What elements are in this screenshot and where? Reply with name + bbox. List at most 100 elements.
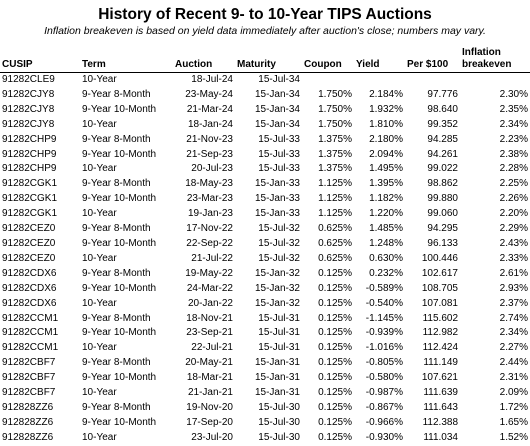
auction-date-cell[interactable]: 20-Jan-22 (187, 297, 233, 309)
price-cell[interactable]: 99.060 (427, 208, 458, 220)
maturity-date-cell[interactable]: 15-Jan-31 (254, 372, 300, 384)
inflation-breakeven-cell[interactable]: 2.61% (499, 267, 528, 279)
coupon-cell[interactable]: 0.125% (318, 416, 352, 428)
cusip-cell[interactable]: 91282CLE9 (2, 74, 55, 85)
cusip-cell[interactable]: 91282CJY8 (2, 88, 55, 100)
maturity-date-cell[interactable]: 15-Jul-32 (258, 237, 300, 249)
coupon-cell[interactable]: 1.375% (318, 133, 352, 145)
maturity-date-cell[interactable]: 15-Jan-31 (254, 387, 300, 399)
auction-date-cell[interactable]: 23-Jul-20 (191, 431, 233, 443)
maturity-date-cell[interactable]: 15-Jul-32 (258, 223, 300, 235)
maturity-date-cell[interactable]: 15-Jan-32 (254, 267, 300, 279)
column-header-auction[interactable]: Auction (173, 41, 235, 73)
yield-cell[interactable]: 2.094% (369, 148, 403, 160)
inflation-breakeven-cell[interactable]: 2.27% (499, 342, 528, 354)
coupon-cell[interactable]: 0.625% (318, 252, 352, 264)
price-cell[interactable]: 111.034 (423, 431, 458, 443)
yield-cell[interactable]: -0.805% (365, 357, 403, 369)
inflation-breakeven-cell[interactable]: 1.65% (499, 416, 528, 428)
term-cell[interactable]: 9-Year 8-Month (82, 357, 151, 369)
auction-date-cell[interactable]: 18-Jul-24 (191, 74, 233, 85)
cusip-cell[interactable]: 91282CBF7 (2, 357, 56, 369)
yield-cell[interactable]: -0.540% (365, 297, 403, 309)
cusip-cell[interactable]: 91282CEZ0 (2, 252, 56, 264)
cusip-cell[interactable]: 91282CDX6 (2, 282, 57, 294)
column-header-term[interactable]: Term (80, 41, 173, 73)
inflation-breakeven-cell[interactable]: 2.35% (499, 103, 528, 115)
term-cell[interactable]: 9-Year 10-Month (82, 416, 157, 428)
inflation-breakeven-cell[interactable]: 2.34% (499, 327, 528, 339)
cusip-cell[interactable]: 91282CCM1 (2, 327, 59, 339)
yield-cell[interactable]: 1.810% (369, 118, 403, 130)
maturity-date-cell[interactable]: 15-Jul-31 (258, 312, 300, 324)
coupon-cell[interactable] (302, 73, 354, 88)
auction-date-cell[interactable]: 21-Jul-22 (191, 252, 233, 264)
column-header-coupon[interactable]: Coupon (302, 41, 354, 73)
term-cell[interactable]: 10-Year (82, 208, 117, 220)
term-cell[interactable]: 10-Year (82, 297, 117, 309)
term-cell[interactable]: 9-Year 10-Month (82, 282, 157, 294)
maturity-date-cell[interactable]: 15-Jul-30 (258, 401, 300, 413)
coupon-cell[interactable]: 1.125% (318, 208, 352, 220)
maturity-date-cell[interactable]: 15-Jul-33 (258, 148, 300, 160)
inflation-breakeven-cell[interactable]: 2.30% (499, 88, 528, 100)
price-cell[interactable]: 94.261 (427, 148, 458, 160)
auction-date-cell[interactable]: 21-Jan-21 (187, 387, 233, 399)
inflation-breakeven-cell[interactable]: 2.44% (499, 357, 528, 369)
coupon-cell[interactable]: 0.625% (318, 237, 352, 249)
coupon-cell[interactable]: 0.125% (318, 357, 352, 369)
maturity-date-cell[interactable]: 15-Jul-31 (258, 342, 300, 354)
price-cell[interactable]: 98.640 (427, 103, 458, 115)
cusip-cell[interactable]: 91282CGK1 (2, 193, 58, 205)
cusip-cell[interactable]: 91282CEZ0 (2, 223, 56, 235)
price-cell[interactable]: 96.133 (427, 237, 458, 249)
auction-date-cell[interactable]: 22-Jul-21 (191, 342, 233, 354)
coupon-cell[interactable]: 0.125% (318, 387, 352, 399)
term-cell[interactable]: 9-Year 8-Month (82, 178, 151, 190)
coupon-cell[interactable]: 1.750% (318, 103, 352, 115)
price-cell[interactable]: 111.149 (423, 357, 458, 369)
auction-date-cell[interactable]: 21-Nov-23 (186, 133, 233, 145)
auction-date-cell[interactable]: 18-Nov-21 (186, 312, 233, 324)
cusip-cell[interactable]: 91282CHP9 (2, 163, 57, 175)
price-cell[interactable]: 94.285 (427, 133, 458, 145)
yield-cell[interactable]: -0.987% (365, 387, 403, 399)
term-cell[interactable]: 9-Year 8-Month (82, 401, 151, 413)
term-cell[interactable]: 9-Year 8-Month (82, 223, 151, 235)
cusip-cell[interactable]: 91282CHP9 (2, 148, 57, 160)
inflation-breakeven-cell[interactable]: 2.28% (499, 163, 528, 175)
coupon-cell[interactable]: 0.125% (318, 282, 352, 294)
maturity-date-cell[interactable]: 15-Jul-33 (258, 163, 300, 175)
price-cell[interactable]: 115.602 (422, 312, 458, 324)
term-cell[interactable]: 9-Year 8-Month (82, 88, 151, 100)
price-cell[interactable]: 107.621 (421, 372, 458, 384)
cusip-cell[interactable]: 91282CCM1 (2, 312, 59, 324)
term-cell[interactable]: 10-Year (82, 118, 117, 130)
price-cell[interactable]: 112.388 (422, 416, 458, 428)
coupon-cell[interactable]: 0.125% (318, 342, 352, 354)
price-cell[interactable]: 98.862 (427, 178, 458, 190)
coupon-cell[interactable]: 1.750% (318, 118, 352, 130)
coupon-cell[interactable]: 1.375% (318, 148, 352, 160)
yield-cell[interactable]: -0.930% (365, 431, 403, 443)
cusip-cell[interactable]: 91282CHP9 (2, 133, 57, 145)
maturity-date-cell[interactable]: 15-Jul-34 (258, 74, 300, 85)
cusip-cell[interactable]: 912828ZZ6 (2, 416, 54, 428)
coupon-cell[interactable]: 0.125% (318, 267, 352, 279)
auction-date-cell[interactable]: 20-May-21 (185, 357, 233, 369)
maturity-date-cell[interactable]: 15-Jan-31 (254, 357, 300, 369)
auction-date-cell[interactable]: 21-Mar-24 (186, 103, 233, 115)
coupon-cell[interactable]: 0.125% (318, 297, 352, 309)
cusip-cell[interactable]: 912828ZZ6 (2, 401, 54, 413)
cusip-cell[interactable]: 91282CDX6 (2, 267, 57, 279)
inflation-breakeven-cell[interactable]: 2.93% (499, 282, 528, 294)
column-header-cusip[interactable]: CUSIP (0, 41, 80, 73)
auction-date-cell[interactable]: 21-Sep-23 (186, 148, 233, 160)
price-cell[interactable]: 108.705 (421, 282, 458, 294)
cusip-cell[interactable]: 91282CBF7 (2, 387, 56, 399)
price-cell[interactable]: 112.424 (422, 342, 458, 354)
yield-cell[interactable]: 2.184% (369, 88, 403, 100)
cusip-cell[interactable]: 91282CCM1 (2, 342, 59, 354)
column-header-maturity[interactable]: Maturity (235, 41, 302, 73)
cusip-cell[interactable]: 91282CJY8 (2, 118, 55, 130)
